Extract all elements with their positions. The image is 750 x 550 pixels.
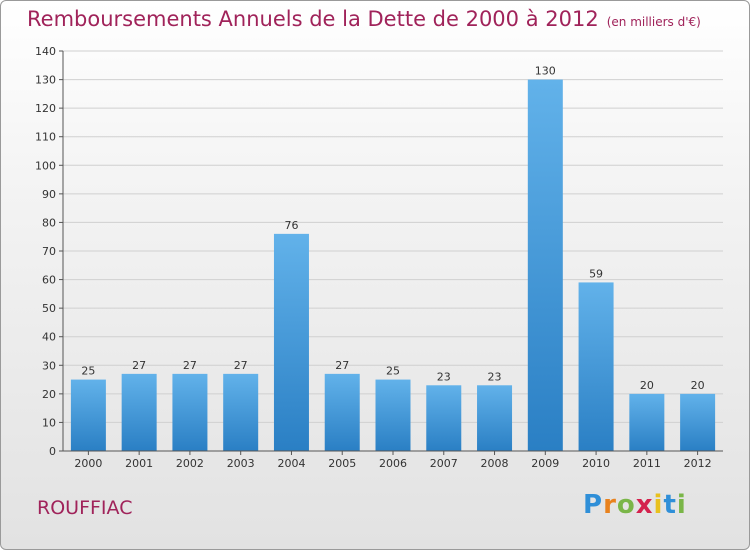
x-tick-label-2002: 2002 <box>176 457 204 470</box>
value-label-2008: 23 <box>488 370 502 383</box>
bar-2009 <box>527 79 563 452</box>
value-label-2010: 59 <box>589 267 603 280</box>
logo-letter: r <box>603 490 617 520</box>
bars: 25 27 27 27 76 27 25 23 23 130 59 20 20 <box>70 65 716 452</box>
x-tick-label-2011: 2011 <box>633 457 661 470</box>
bar-2003 <box>223 373 259 451</box>
y-tick-label: 10 <box>42 416 56 429</box>
value-label-2012: 20 <box>691 379 705 392</box>
unit-label: (en milliers d'€) <box>606 15 701 29</box>
logo-letter: o <box>616 490 636 520</box>
y-tick-label: 30 <box>42 359 56 372</box>
y-tick-label: 60 <box>42 274 56 287</box>
value-label-2007: 23 <box>437 370 451 383</box>
y-tick-label: 80 <box>42 216 56 229</box>
x-tick-label-2005: 2005 <box>328 457 356 470</box>
bar-2010 <box>578 282 614 451</box>
y-tick-label: 120 <box>35 102 56 115</box>
value-label-2009: 130 <box>535 65 556 78</box>
x-tick-label-2009: 2009 <box>531 457 559 470</box>
y-tick-label: 40 <box>42 331 56 344</box>
x-tick-label-2010: 2010 <box>582 457 610 470</box>
bar-2011 <box>629 393 665 451</box>
bar-2002 <box>172 373 208 451</box>
y-tick-label: 90 <box>42 188 56 201</box>
y-tick-label: 50 <box>42 302 56 315</box>
y-tick-label: 130 <box>35 74 56 87</box>
x-axis: 2000 2001 2002 2003 2004 2005 2006 2007 2008 2009… <box>63 450 723 470</box>
bar-2007 <box>426 385 462 451</box>
bar-2004 <box>273 233 309 451</box>
y-tick-label: 110 <box>35 131 56 144</box>
value-label-2011: 20 <box>640 379 654 392</box>
bar-2005 <box>324 373 360 451</box>
value-label-2003: 27 <box>234 359 248 372</box>
value-label-2000: 25 <box>81 365 95 378</box>
bar-2000 <box>70 379 106 451</box>
commune-name: ROUFFIAC <box>37 497 133 519</box>
y-tick-label: 20 <box>42 388 56 401</box>
x-tick-label-2007: 2007 <box>430 457 458 470</box>
bar-2012 <box>680 393 716 451</box>
bar-2001 <box>121 373 157 451</box>
value-label-2004: 76 <box>284 219 298 232</box>
y-tick-label: 70 <box>42 245 56 258</box>
x-tick-label-2006: 2006 <box>379 457 407 470</box>
proxiti-logo[interactable]: Proxiti <box>583 490 687 520</box>
x-tick-label-2001: 2001 <box>125 457 153 470</box>
chart-title: Remboursements Annuels de la Dette de 20… <box>27 7 701 31</box>
y-axis: 0 10 20 30 40 50 60 70 80 90 100 110 120 130 140 <box>35 45 64 458</box>
bar-2008 <box>477 385 513 451</box>
logo-letter: P <box>583 490 604 520</box>
value-label-2001: 27 <box>132 359 146 372</box>
logo-letter: t <box>663 490 677 520</box>
value-label-2005: 27 <box>335 359 349 372</box>
logo-letter: i <box>676 490 687 520</box>
x-tick-label-2008: 2008 <box>481 457 509 470</box>
y-tick-label: 140 <box>35 45 56 58</box>
y-tick-label: 0 <box>49 445 56 458</box>
x-tick-label-2004: 2004 <box>277 457 305 470</box>
x-tick-label-2012: 2012 <box>684 457 712 470</box>
y-tick-label: 100 <box>35 159 56 172</box>
value-label-2002: 27 <box>183 359 197 372</box>
chart-title-text: Remboursements Annuels de la Dette de 20… <box>27 7 599 31</box>
x-tick-label-2003: 2003 <box>227 457 255 470</box>
logo-letter: i <box>653 490 664 520</box>
value-label-2006: 25 <box>386 365 400 378</box>
logo-letter: x <box>635 490 654 520</box>
bar-2006 <box>375 379 411 451</box>
x-tick-label-2000: 2000 <box>74 457 102 470</box>
